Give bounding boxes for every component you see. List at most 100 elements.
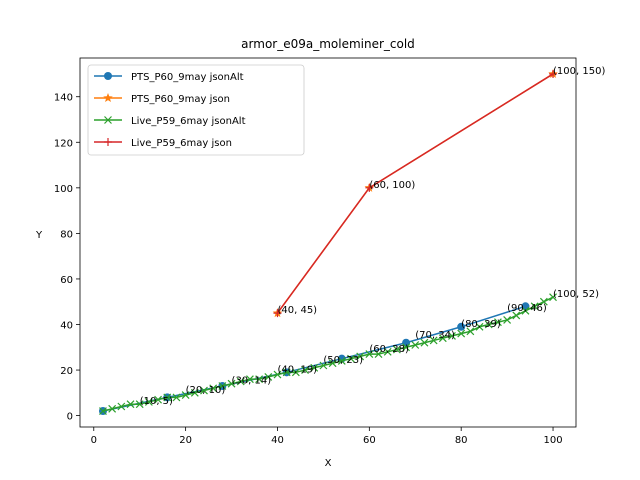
plot-area-frame (79, 57, 577, 428)
series-2-point (135, 400, 144, 409)
data-label: (100, 150) (553, 66, 605, 77)
series-1-line (276, 73, 554, 314)
series-2-point (549, 293, 557, 302)
series-2-point (457, 329, 466, 338)
series-3 (273, 69, 558, 318)
legend-marker (104, 72, 112, 80)
series-2-point (484, 320, 493, 329)
series-2-point (521, 306, 530, 315)
series-2-point (466, 327, 475, 336)
series-2-point (347, 354, 355, 363)
series-2-point (172, 393, 181, 402)
legend-entry: PTS_P60_9may jsonAlt (94, 72, 244, 83)
x-tick-label: 100 (543, 435, 562, 446)
series-layer (98, 68, 558, 416)
data-label: (40, 19) (277, 364, 317, 375)
series-2-point (494, 318, 502, 327)
series-2-point (218, 382, 227, 390)
legend-marker (104, 138, 112, 146)
series-1 (272, 68, 558, 318)
data-label: (80, 39) (461, 319, 501, 330)
series-2-point (236, 377, 245, 386)
x-axis: 0 20 40 60 80 100 (91, 427, 563, 446)
series-2-point (264, 372, 273, 381)
series-2-point (503, 316, 512, 324)
data-label: (10, 5) (140, 396, 173, 407)
series-2-point (365, 350, 374, 359)
series-2-point (99, 407, 107, 415)
series-2 (99, 293, 557, 415)
y-tick-label: 0 (67, 412, 73, 423)
legend-label: PTS_P60_9may jsonAlt (131, 72, 244, 83)
legend-marker (103, 93, 113, 103)
legend-entry: PTS_P60_9may json (94, 93, 230, 105)
legend-marker (104, 116, 112, 124)
series-2-point (530, 302, 539, 311)
series-2-point (209, 384, 218, 393)
series-2-point (411, 341, 420, 349)
y-axis-label: Y (35, 230, 43, 241)
x-tick-label: 80 (455, 435, 468, 446)
series-2-point (291, 368, 300, 377)
legend-frame (87, 64, 305, 156)
x-tick-label: 0 (91, 435, 97, 446)
series-3-point (549, 69, 558, 78)
legend-label: Live_P59_6may json (131, 138, 232, 149)
series-2-point (512, 311, 521, 320)
series-2-point (310, 363, 319, 372)
series-2-point (383, 347, 392, 356)
series-2-point (255, 375, 264, 384)
series-3-point (365, 183, 374, 192)
series-0-point (457, 322, 466, 331)
y-tick-label: 20 (60, 366, 73, 377)
data-label: (60, 28) (369, 344, 409, 355)
legend-entry: Live_P59_6may jsonAlt (94, 116, 246, 127)
series-2-point (420, 338, 429, 347)
data-label: (90, 46) (507, 303, 547, 314)
y-tick-label: 120 (54, 138, 73, 149)
x-tick-label: 40 (271, 435, 284, 446)
legend-label: Live_P59_6may jsonAlt (131, 116, 246, 127)
legend-entry: Live_P59_6may json (94, 138, 232, 149)
x-axis-label: X (325, 458, 332, 469)
series-2-point (117, 402, 126, 411)
series-2-point (273, 370, 282, 379)
y-axis: 0 20 40 60 80 100 120 140 (54, 93, 80, 423)
legend-label: PTS_P60_9may json (131, 94, 230, 105)
series-2-point (475, 322, 484, 331)
data-label: (20, 10) (186, 385, 226, 396)
y-tick-label: 140 (54, 93, 73, 104)
y-tick-label: 100 (54, 184, 73, 195)
series-2-point (356, 352, 365, 361)
series-2-point (392, 345, 401, 354)
y-tick-label: 40 (60, 321, 73, 332)
y-tick-label: 60 (60, 275, 73, 286)
series-2-point (282, 368, 291, 377)
series-2-point (438, 334, 447, 343)
series-2-point (448, 331, 456, 340)
series-0-line (102, 305, 526, 412)
series-2-point (539, 297, 548, 306)
series-2-point (126, 400, 135, 409)
series-2-point (144, 398, 153, 406)
data-label: (60, 100) (369, 180, 415, 191)
series-2-point (108, 404, 117, 413)
series-2-point (227, 379, 236, 388)
series-2-point (163, 393, 172, 402)
series-2-point (200, 386, 208, 395)
chart-title: armor_e09a_moleminer_cold (241, 37, 415, 51)
legend: PTS_P60_9may jsonAlt PTS_P60_9may json Liv… (87, 64, 305, 156)
series-2-point (154, 395, 162, 404)
series-2-point (337, 357, 346, 365)
series-2-point (429, 336, 438, 345)
data-label: (30, 14) (232, 376, 272, 387)
x-tick-label: 20 (179, 435, 192, 446)
series-2-point (246, 375, 254, 384)
data-label: (40, 45) (277, 305, 317, 316)
series-2-point (190, 388, 199, 397)
series-2-point (374, 350, 383, 359)
data-label: (50, 23) (323, 355, 363, 366)
series-2-point (319, 361, 328, 370)
series-2-point (181, 391, 190, 400)
